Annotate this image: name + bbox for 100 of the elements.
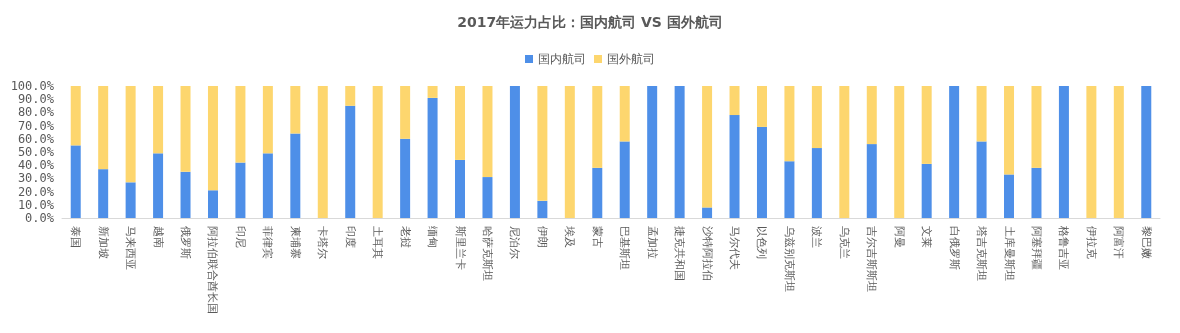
x-tick-label: 阿富汗 <box>1112 226 1126 259</box>
x-tick-label: 波兰 <box>810 226 824 248</box>
x-tick-label: 白俄罗斯 <box>947 226 961 270</box>
x-tick-label: 斯里兰卡 <box>453 226 467 270</box>
y-tick-label: 10.0% <box>17 197 55 212</box>
y-tick-label: 50.0% <box>17 145 55 159</box>
x-tick-label: 马来西亚 <box>124 226 138 270</box>
bar <box>592 167 603 218</box>
bar <box>345 86 356 106</box>
x-tick-label: 新加坡 <box>96 226 110 259</box>
bar <box>262 86 273 154</box>
bar <box>207 86 218 191</box>
x-tick-label: 伊朗 <box>535 226 549 248</box>
bar <box>1058 86 1069 218</box>
bar <box>921 86 932 164</box>
bar <box>756 126 767 218</box>
y-tick-label: 30.0% <box>17 171 55 186</box>
y-tick-label: 0.0% <box>25 211 55 225</box>
x-tick-label: 蒙古 <box>590 226 604 248</box>
bar <box>839 86 850 218</box>
bar <box>70 86 81 146</box>
bar <box>729 115 740 218</box>
x-tick-label: 黎巴嫩 <box>1139 226 1153 259</box>
bar <box>976 86 987 142</box>
x-tick-label: 尼泊尔 <box>508 226 522 259</box>
x-tick-label: 越南 <box>151 226 165 248</box>
x-tick-label: 马尔代夫 <box>728 226 742 270</box>
bar <box>564 86 575 218</box>
bar <box>619 86 630 142</box>
x-tick-label: 土库曼斯坦 <box>1002 226 1016 281</box>
bar <box>509 86 520 218</box>
bar <box>1004 174 1015 218</box>
x-tick-label: 柬埔寨 <box>288 226 302 259</box>
bar <box>153 153 164 218</box>
bar <box>345 105 356 218</box>
bar <box>976 141 987 218</box>
x-tick-label: 文莱 <box>920 226 934 248</box>
bar <box>921 163 932 218</box>
bar <box>702 207 713 218</box>
x-tick-label: 缅甸 <box>426 226 440 248</box>
y-tick-label: 20.0% <box>17 184 55 199</box>
x-tick-label: 捷克共和国 <box>673 226 687 281</box>
legend-label: 国内航司 <box>538 52 586 66</box>
x-tick-label: 阿拉伯联合酋长国 <box>206 226 220 314</box>
bar <box>949 86 960 218</box>
y-tick-label: 80.0% <box>17 105 55 120</box>
bar <box>70 145 81 218</box>
y-tick-label: 100.0% <box>10 79 55 93</box>
bar <box>784 86 795 162</box>
bar <box>1031 167 1042 218</box>
x-tick-label: 印度 <box>343 226 357 248</box>
y-tick-label: 60.0% <box>17 131 55 146</box>
bar <box>811 148 822 218</box>
bar <box>98 169 109 218</box>
bar <box>894 86 905 218</box>
x-tick-label: 乌兹别克斯坦 <box>782 226 796 292</box>
bar <box>619 141 630 218</box>
bar <box>98 86 109 170</box>
bar <box>674 86 685 218</box>
bar <box>180 171 191 218</box>
x-tick-label: 巴基斯坦 <box>618 226 632 270</box>
bar <box>647 86 658 218</box>
bar <box>729 86 740 116</box>
bar <box>784 161 795 218</box>
x-tick-label: 土耳其 <box>371 226 385 259</box>
bar <box>482 177 493 218</box>
bar <box>235 162 246 218</box>
bar <box>1113 86 1124 218</box>
x-tick-label: 沙特阿拉伯 <box>700 226 714 281</box>
x-tick-label: 泰国 <box>69 226 83 248</box>
bar <box>427 86 438 98</box>
x-tick-label: 卡塔尔 <box>316 226 330 259</box>
x-tick-label: 以色列 <box>755 226 769 259</box>
bar <box>1031 86 1042 168</box>
bar <box>400 138 411 218</box>
bar <box>125 182 136 218</box>
bar <box>207 190 218 218</box>
x-tick-label: 哈萨克斯坦 <box>480 226 494 281</box>
bar <box>455 159 466 218</box>
bar <box>317 86 328 218</box>
bar <box>537 200 548 218</box>
bar <box>262 153 273 218</box>
bar <box>125 86 136 183</box>
bar <box>290 86 301 134</box>
bar <box>1004 86 1015 175</box>
x-tick-label: 吉尔吉斯斯坦 <box>865 226 879 292</box>
x-tick-label: 乌克兰 <box>837 226 851 259</box>
bar <box>866 86 877 145</box>
x-tick-label: 俄罗斯 <box>179 226 193 259</box>
x-tick-label: 阿塞拜疆 <box>1029 226 1043 270</box>
x-tick-label: 老挝 <box>398 226 412 248</box>
bar <box>811 86 822 149</box>
x-tick-label: 孟加拉 <box>645 226 659 259</box>
x-tick-label: 格鲁吉亚 <box>1057 225 1071 270</box>
bar <box>400 86 411 139</box>
x-tick-label: 伊拉克 <box>1084 226 1098 259</box>
x-tick-label: 埃及 <box>563 225 577 248</box>
x-tick-label: 印尼 <box>233 226 247 248</box>
bar <box>427 97 438 218</box>
bar <box>866 144 877 218</box>
